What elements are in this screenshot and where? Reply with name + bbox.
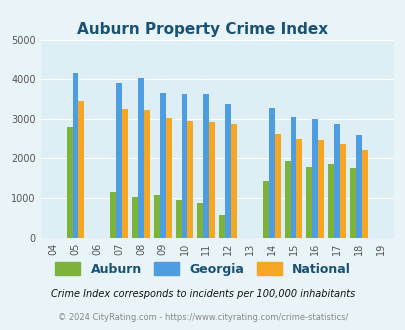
Bar xyxy=(268,108,274,238)
Bar xyxy=(349,168,355,238)
Bar xyxy=(187,121,193,238)
Bar xyxy=(181,94,187,238)
Bar xyxy=(159,93,165,238)
Bar xyxy=(333,124,339,238)
Bar xyxy=(143,110,149,238)
Bar xyxy=(311,119,318,238)
Bar xyxy=(66,127,72,238)
Bar xyxy=(78,101,84,238)
Bar xyxy=(230,123,237,238)
Bar xyxy=(262,181,268,238)
Bar xyxy=(116,83,122,238)
Text: © 2024 CityRating.com - https://www.cityrating.com/crime-statistics/: © 2024 CityRating.com - https://www.city… xyxy=(58,313,347,322)
Bar xyxy=(110,192,116,238)
Bar xyxy=(339,144,345,238)
Bar xyxy=(197,203,203,238)
Bar xyxy=(203,94,209,238)
Bar xyxy=(122,109,128,238)
Bar xyxy=(361,150,367,238)
Bar xyxy=(132,197,138,238)
Bar xyxy=(328,164,333,238)
Bar xyxy=(153,195,159,238)
Legend: Auburn, Georgia, National: Auburn, Georgia, National xyxy=(50,257,355,281)
Bar xyxy=(225,104,230,238)
Bar xyxy=(209,121,215,238)
Bar xyxy=(318,140,323,238)
Text: Auburn Property Crime Index: Auburn Property Crime Index xyxy=(77,22,328,37)
Bar xyxy=(355,135,361,238)
Bar xyxy=(72,73,78,238)
Bar xyxy=(284,161,290,238)
Bar xyxy=(165,117,171,238)
Bar xyxy=(175,200,181,238)
Bar xyxy=(219,215,225,238)
Bar xyxy=(138,79,143,238)
Text: Crime Index corresponds to incidents per 100,000 inhabitants: Crime Index corresponds to incidents per… xyxy=(51,289,354,299)
Bar xyxy=(290,117,296,238)
Bar xyxy=(274,134,280,238)
Bar xyxy=(296,139,302,238)
Bar xyxy=(306,167,311,238)
